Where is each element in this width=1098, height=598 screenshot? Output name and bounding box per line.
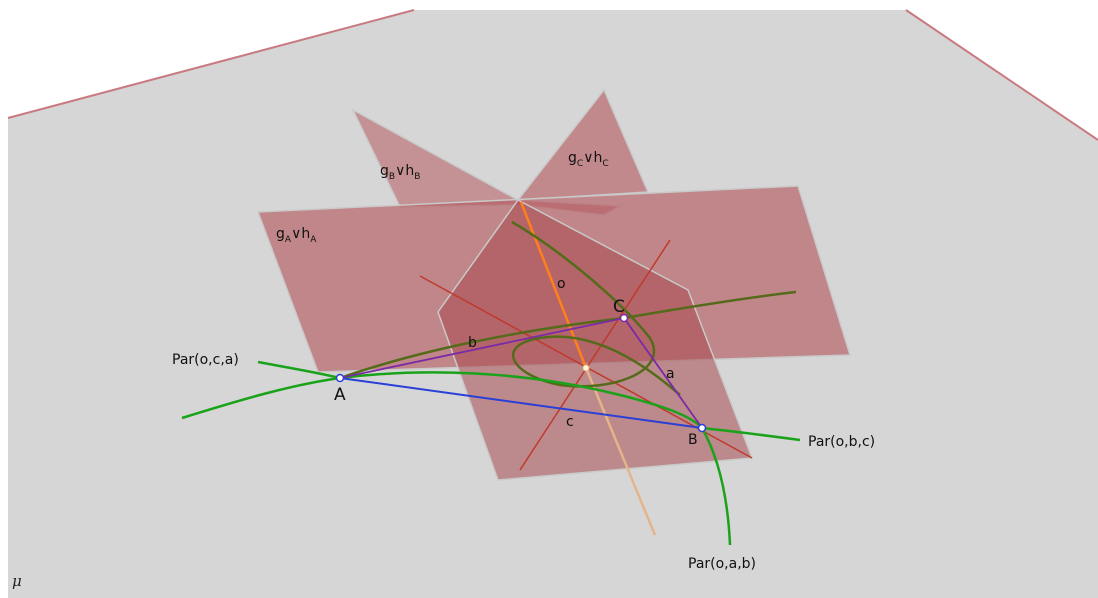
parabola-oca: [181, 371, 703, 429]
vertex-C[interactable]: [619, 313, 629, 323]
parabola-oca-left: [257, 360, 341, 380]
label-side-c: c: [566, 414, 574, 430]
label-side-b: b: [468, 335, 477, 351]
label-B: B: [688, 432, 698, 448]
label-C: C: [613, 297, 625, 317]
label-plane-gA-hA: gA∨hA: [276, 226, 317, 245]
label-plane-gC-hC: gC∨hC: [568, 150, 609, 169]
ground-plane-edge: [7, 9, 415, 119]
red-line-2: [519, 239, 671, 471]
label-par-oca: Par(o,c,a): [172, 352, 239, 368]
side-a: [623, 317, 703, 429]
label-A: A: [334, 385, 346, 405]
vertex-B[interactable]: [697, 423, 707, 433]
olive-curve-2: [339, 290, 797, 380]
parabola-oab: [700, 427, 732, 546]
label-par-oab: Par(o,a,b): [688, 556, 756, 572]
side-c: [339, 377, 703, 429]
ground-plane-edge-right: [905, 9, 1098, 141]
vertex-A[interactable]: [335, 373, 345, 383]
label-mu: μ: [12, 572, 22, 590]
axis-o-lower: [584, 367, 657, 536]
center-point: [582, 364, 590, 372]
label-axis-o: o: [557, 276, 566, 292]
side-b: [339, 317, 625, 379]
axis-o-upper: [519, 201, 588, 369]
parabola-obc: [701, 426, 801, 442]
label-side-a: a: [666, 366, 675, 382]
label-plane-gB-hB: gB∨hB: [380, 163, 420, 182]
label-par-obc: Par(o,b,c): [808, 434, 875, 450]
olive-curve-1: [511, 220, 681, 396]
